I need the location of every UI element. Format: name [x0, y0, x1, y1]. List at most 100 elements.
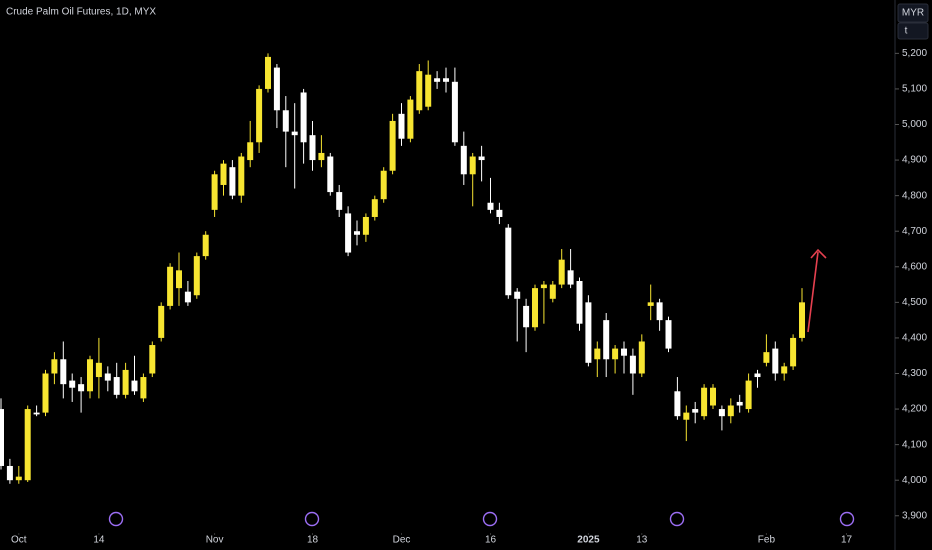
y-tick-label: 4,400: [902, 333, 927, 344]
unit-box[interactable]: [897, 22, 929, 40]
candle-body: [434, 78, 441, 82]
candle-body: [176, 270, 182, 289]
candle-body: [532, 288, 538, 328]
candle-body: [238, 156, 245, 196]
candle-body: [451, 81, 458, 143]
y-tick-label: 5,100: [902, 84, 927, 95]
candle-body: [585, 302, 592, 363]
candle-body: [211, 174, 218, 210]
candle-body: [33, 412, 40, 415]
candle-body: [647, 302, 654, 306]
arrow-annotation: [807, 248, 827, 333]
candle-body: [718, 409, 725, 417]
y-tick-label: 4,000: [902, 475, 927, 486]
candle-body: [621, 348, 627, 356]
x-tick-label: 13: [636, 535, 648, 546]
x-tick-label: Dec: [393, 535, 411, 546]
candle-body: [336, 192, 343, 210]
candle-body: [265, 56, 271, 89]
candle-body: [389, 120, 396, 171]
candle-body: [202, 234, 209, 257]
candle-body: [549, 284, 556, 299]
candle-body: [291, 131, 298, 136]
y-tick-label: 4,200: [902, 404, 927, 415]
x-tick-label: Nov: [206, 535, 224, 546]
candle-body: [60, 359, 67, 385]
candle-body: [87, 359, 93, 392]
candle-body: [487, 202, 494, 210]
candle-body: [772, 348, 779, 374]
candle-body: [665, 320, 672, 349]
candle-body: [131, 380, 138, 392]
candle-body: [122, 369, 129, 395]
y-tick-label: 4,300: [902, 368, 927, 379]
y-tick-label: 5,200: [902, 48, 927, 59]
candle-body: [656, 302, 663, 321]
candle-body: [674, 391, 681, 417]
candle-body: [692, 409, 699, 413]
candle-body: [558, 259, 565, 285]
candle-body: [15, 476, 22, 481]
candle-body: [371, 199, 378, 217]
candle-body: [113, 377, 120, 395]
candle-body: [140, 377, 147, 399]
candle-body: [612, 348, 619, 360]
candle-body: [727, 405, 734, 417]
candle-body: [469, 156, 476, 175]
candle-body: [69, 380, 76, 388]
candle-body: [300, 92, 307, 143]
candle-body: [149, 345, 156, 374]
event-icon[interactable]: [482, 511, 498, 527]
candle-body: [354, 231, 360, 235]
candle-body: [407, 99, 414, 139]
candle-body: [0, 409, 4, 466]
candle-body: [167, 266, 174, 306]
candle-body: [505, 227, 512, 296]
candle-body: [229, 167, 236, 196]
candle-body: [567, 270, 574, 285]
y-tick-label: 4,900: [902, 155, 927, 166]
arrow-head: [810, 248, 827, 259]
event-icon[interactable]: [669, 511, 685, 527]
candle-body: [514, 291, 521, 299]
x-tick-label: 14: [93, 535, 105, 546]
candle-body: [184, 291, 191, 303]
candle-body: [42, 373, 49, 413]
candle-body: [309, 135, 316, 161]
candle-body: [594, 348, 601, 360]
candle-body: [701, 387, 708, 417]
candle-body: [220, 163, 227, 185]
candle-body: [327, 156, 334, 193]
event-icon[interactable]: [108, 511, 124, 527]
candle-body: [193, 256, 200, 296]
candle-body: [781, 366, 788, 374]
candle-body: [51, 359, 58, 374]
event-icons: [108, 511, 855, 527]
x-tick-label: 17: [841, 535, 853, 546]
y-tick-label: 4,100: [902, 439, 927, 450]
candle-body: [318, 152, 325, 161]
x-tick-label: Oct: [11, 535, 27, 546]
unit[interactable]: t: [905, 26, 908, 37]
y-tick-label: 4,500: [902, 297, 927, 308]
candle-body: [790, 337, 797, 367]
currency-box[interactable]: [897, 3, 929, 23]
currency[interactable]: MYR: [902, 8, 924, 19]
candle-body: [523, 305, 530, 328]
candle-body: [282, 110, 289, 132]
candle-body: [416, 71, 423, 111]
candle-body: [478, 156, 485, 161]
candle-body: [710, 387, 716, 406]
candle-body: [362, 216, 369, 235]
event-icon[interactable]: [304, 511, 320, 527]
candle-body: [345, 213, 352, 253]
candle-body: [380, 170, 387, 200]
candle-body: [576, 281, 583, 324]
candle-body: [745, 380, 752, 410]
candle-body: [443, 78, 449, 82]
event-icon[interactable]: [839, 511, 855, 527]
candle-body: [603, 320, 610, 360]
